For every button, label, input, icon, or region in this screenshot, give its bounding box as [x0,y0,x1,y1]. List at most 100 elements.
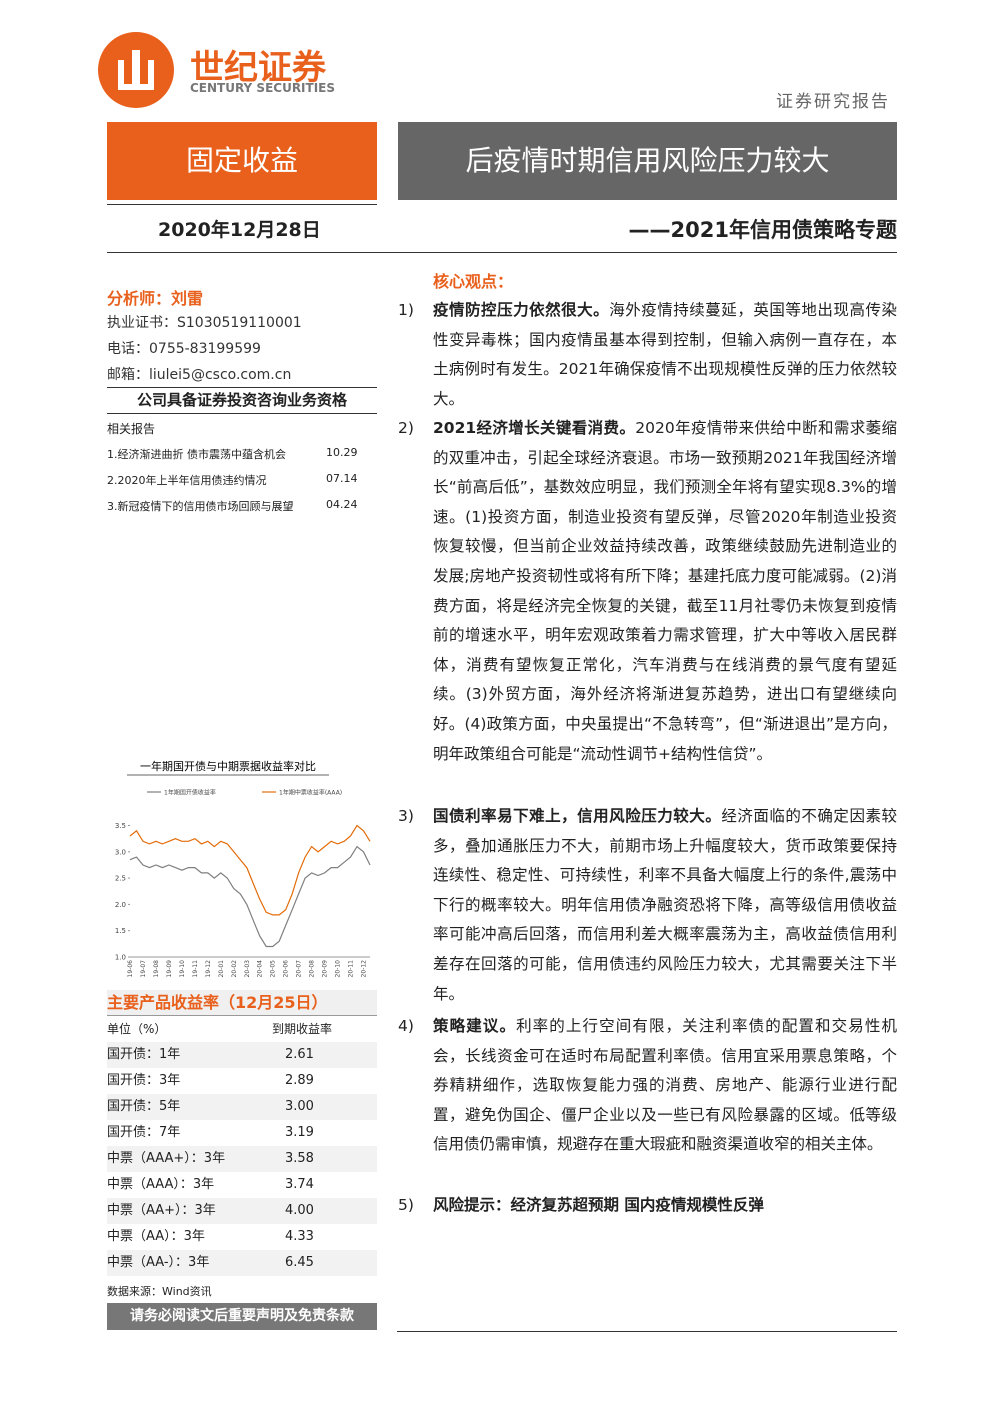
x-tick-label: 19-09 [166,960,173,978]
chart-title: 一年期国开债与中期票据收益率对比 [140,759,316,773]
point-text: 海外疫情持续蔓延，英国等地出现高传染性变异毒株；国内疫情虽基本得到控制，但输入病… [433,301,897,408]
y-tick-label: 2.0 [115,901,126,909]
y-tick-label: 3.5 [115,822,126,830]
core-point: 5) 风险提示：经济复苏超预期 国内疫情规模性反弹 [398,1191,897,1221]
x-tick-label: 20-10 [335,960,342,978]
point-number: 1) [398,301,414,319]
disclaimer: 请务必阅读文后重要声明及免责条款 [107,1303,377,1330]
table-row: 中票（AAA）：3年 3.74 [107,1172,377,1198]
x-tick-label: 20-11 [348,960,355,978]
x-tick-label: 19-06 [127,960,134,978]
yields-title: 主要产品收益率（12月25日） [107,990,377,1016]
cert: 执业证书：S1030519110001 [107,315,302,331]
point-lead: 2021经济增长关键看消费。 [433,419,636,437]
core-point: 3) 国债利率易下难上，信用风险压力较大。经济面临的不确定因素较多，叠加通胀压力不… [398,802,897,1009]
x-tick-label: 19-10 [179,960,186,978]
table-header: 单位（%） 到期收益率 [107,1016,377,1042]
point-body: 疫情防控压力依然很大。海外疫情持续蔓延，英国等地出现高传染性变异毒株；国内疫情虽… [433,296,897,414]
x-tick-label: 20-03 [244,960,251,978]
related-title: 相关报告 [107,422,156,436]
point-body: 策略建议。利率的上行空间有限，关注利率债的配置和交易性机会，长线资金可在适时布局… [433,1012,897,1160]
table-row: 中票（AA-）：3年 6.45 [107,1250,377,1276]
related-item: 3.新冠疫情下的信用债市场回顾与展望 [107,500,294,513]
rule [397,1331,897,1332]
y-tick-label: 1.5 [115,927,126,935]
x-tick-label: 20-02 [231,960,238,978]
table-row: 中票（AA）：3年 4.33 [107,1224,377,1250]
table-row: 国开债：1年 2.61 [107,1042,377,1068]
x-tick-label: 20-07 [296,960,303,978]
row-value: 3.74 [285,1177,314,1192]
row-label: 中票（AAA）：3年 [107,1177,215,1192]
logo [98,32,174,108]
row-label: 中票（AA+）：3年 [107,1203,216,1218]
point-number: 2) [398,419,414,437]
table-row: 中票（AA+）：3年 4.00 [107,1198,377,1224]
rule [107,252,897,253]
table-row: 国开债：3年 2.89 [107,1068,377,1094]
brand-en: CENTURY SECURITIES [190,81,336,95]
related-item: 2.2020年上半年信用债违约情况 [107,474,267,487]
x-tick-label: 20-06 [283,960,290,978]
row-label: 国开债：5年 [107,1099,181,1114]
report-title: 后疫情时期信用风险压力较大 [398,122,897,200]
row-value: 2.89 [285,1073,314,1088]
x-tick-label: 20-05 [270,960,277,978]
row-value: 2.61 [285,1047,314,1062]
point-lead: 国债利率易下难上，信用风险压力较大。 [433,807,722,825]
row-label: 国开债：3年 [107,1073,181,1088]
related-date: 07.14 [326,472,358,485]
subtitle: ——2021年信用债策略专题 [628,218,897,242]
row-label: 中票（AAA+）：3年 [107,1151,226,1166]
row-label: 国开债：1年 [107,1047,181,1062]
table-row: 国开债：5年 3.00 [107,1094,377,1120]
point-body: 2021经济增长关键看消费。2020年疫情带来供给中断和需求萎缩的双重冲击，引起… [433,414,897,769]
x-tick-label: 19-08 [153,960,160,978]
row-value: 4.00 [285,1203,314,1218]
series-line [129,845,371,948]
point-text: 2020年疫情带来供给中断和需求萎缩的双重冲击，引起全球经济衰退。市场一致预期2… [433,419,897,763]
x-tick-label: 20-09 [322,960,329,978]
report-type: 证券研究报告 [776,92,890,112]
series-line [129,824,371,916]
row-value: 3.00 [285,1099,314,1114]
row-label: 中票（AA）：3年 [107,1229,205,1244]
core-title: 核心观点： [433,272,514,291]
y-tick-label: 3.0 [115,848,126,856]
y-tick-label: 1.0 [115,954,126,962]
legend-label: 1年期中票收益率(AAA) [279,789,342,797]
point-body: 风险提示：经济复苏超预期 国内疫情规模性反弹 [433,1191,897,1221]
row-label: 中票（AA-）：3年 [107,1255,210,1270]
point-number: 4) [398,1017,414,1035]
date: 2020年12月28日 [158,219,321,241]
related-date: 04.24 [326,498,358,511]
x-tick-label: 20-04 [257,960,264,978]
source: 数据来源：Wind资讯 [107,1285,212,1298]
analyst: 分析师：刘雷 [107,289,204,308]
header-cell: 单位（%） [107,1022,167,1036]
category: 固定收益 [107,122,377,200]
row-value: 3.19 [285,1125,314,1140]
chart: 一年期国开债与中期票据收益率对比 1年期国开债收益率 1年期中票收益率(AAA) 1.… [115,759,371,978]
x-tick-label: 20-01 [218,960,225,978]
point-lead: 疫情防控压力依然很大。 [433,301,610,319]
point-number: 3) [398,807,414,825]
point-lead: 策略建议。 [433,1017,517,1035]
x-tick-label: 20-12 [361,960,368,978]
point-text: 经济面临的不确定因素较多，叠加通胀压力不大，前期市场上升幅度较大，货币政策要保持… [433,807,897,1003]
point-number: 5) [398,1196,414,1214]
y-tick-label: 2.5 [115,875,126,883]
row-value: 6.45 [285,1255,314,1270]
table-row: 中票（AAA+）：3年 3.58 [107,1146,377,1172]
email: 邮箱：liulei5@csco.com.cn [107,367,292,383]
row-value: 4.33 [285,1229,314,1244]
point-text: 利率的上行空间有限，关注利率债的配置和交易性机会，长线资金可在适时布局配置利率债… [433,1017,897,1154]
table-row: 国开债：7年 3.19 [107,1120,377,1146]
x-tick-label: 20-08 [309,960,316,978]
x-tick-label: 19-12 [205,960,212,978]
row-value: 3.58 [285,1151,314,1166]
related-item: 1.经济渐进曲折 债市震荡中蕴含机会 [107,448,286,461]
point-body: 国债利率易下难上，信用风险压力较大。经济面临的不确定因素较多，叠加通胀压力不大，… [433,802,897,1009]
core-point: 1) 疫情防控压力依然很大。海外疫情持续蔓延，英国等地出现高传染性变异毒株；国内疫… [398,296,897,414]
